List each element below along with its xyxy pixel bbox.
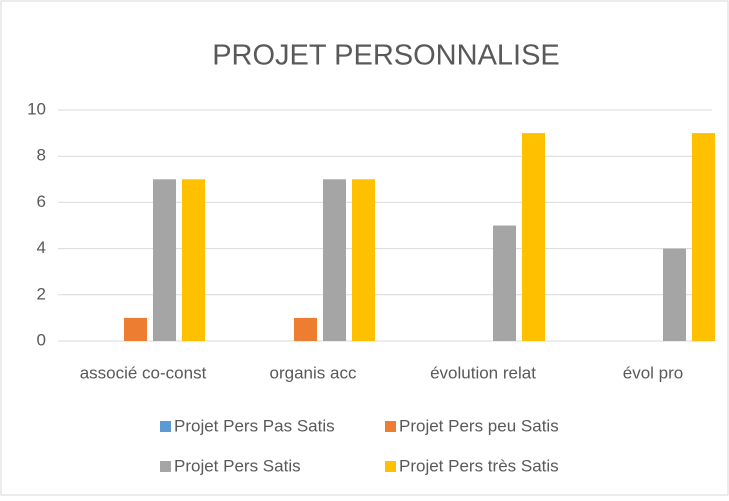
x-tick-label: évolution relat [430, 363, 536, 382]
x-tick-label: organis acc [270, 363, 357, 382]
legend-swatch [160, 421, 171, 432]
legend-swatch [385, 421, 396, 432]
y-tick-label: 0 [37, 330, 46, 349]
bar [692, 133, 715, 341]
y-tick-label: 4 [37, 238, 46, 257]
y-tick-label: 8 [37, 146, 46, 165]
bar [182, 179, 205, 341]
legend-label: Projet Pers peu Satis [399, 416, 559, 435]
bar [124, 317, 147, 341]
y-tick-label: 2 [37, 284, 46, 303]
bar [663, 248, 686, 341]
legend-swatch [160, 461, 171, 472]
bar [294, 317, 317, 341]
y-tick-label: 6 [37, 192, 46, 211]
legend-label: Projet Pers Pas Satis [174, 416, 335, 435]
bar [323, 179, 346, 341]
legend-swatch [385, 461, 396, 472]
y-tick-label: 10 [27, 99, 46, 118]
legend-label: Projet Pers très Satis [399, 456, 559, 475]
x-tick-label: évol pro [623, 363, 683, 382]
bar [153, 179, 176, 341]
bar [493, 225, 516, 341]
bar [522, 133, 545, 341]
chart-title: PROJET PERSONNALISE [212, 40, 560, 72]
bar [352, 179, 375, 341]
x-tick-label: associé co-const [80, 363, 207, 382]
legend-label: Projet Pers Satis [174, 456, 301, 475]
